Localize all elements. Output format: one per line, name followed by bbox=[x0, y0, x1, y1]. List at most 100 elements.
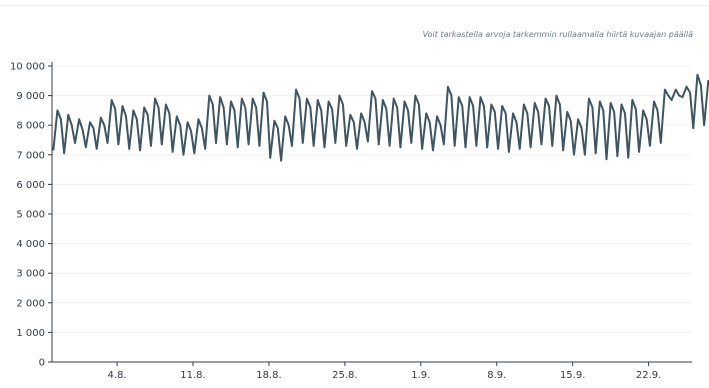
data-point bbox=[176, 115, 178, 117]
data-point bbox=[649, 145, 651, 147]
data-point bbox=[312, 145, 314, 147]
data-point bbox=[483, 105, 485, 107]
data-point bbox=[468, 96, 470, 98]
data-point bbox=[284, 115, 286, 117]
data-point bbox=[667, 94, 669, 96]
data-point bbox=[461, 105, 463, 107]
data-point bbox=[436, 115, 438, 117]
data-point bbox=[360, 112, 362, 114]
data-point bbox=[212, 103, 214, 105]
y-tick-label: 0 bbox=[39, 358, 45, 369]
data-point bbox=[136, 118, 138, 120]
data-point bbox=[241, 97, 243, 99]
data-point bbox=[664, 88, 666, 90]
y-tick-label: 2 000 bbox=[16, 298, 45, 309]
data-point bbox=[56, 109, 58, 111]
data-point bbox=[247, 143, 249, 145]
data-point bbox=[653, 100, 655, 102]
y-tick-label: 3 000 bbox=[16, 269, 45, 280]
data-point bbox=[678, 94, 680, 96]
x-tick-label: 11.8. bbox=[180, 370, 205, 381]
data-point bbox=[342, 103, 344, 105]
y-tick-label: 7 000 bbox=[16, 150, 45, 161]
data-point bbox=[262, 91, 264, 93]
data-point bbox=[443, 143, 445, 145]
data-point bbox=[186, 121, 188, 123]
data-point bbox=[512, 112, 514, 114]
data-point bbox=[78, 118, 80, 120]
data-point bbox=[331, 108, 333, 110]
data-point bbox=[689, 91, 691, 93]
top-divider bbox=[0, 0, 709, 6]
data-point bbox=[450, 94, 452, 96]
data-point bbox=[382, 99, 384, 101]
x-tick-label: 18.8. bbox=[256, 370, 281, 381]
data-point bbox=[334, 142, 336, 144]
data-point bbox=[171, 151, 173, 153]
data-point bbox=[627, 157, 629, 159]
data-point bbox=[60, 118, 62, 120]
series-line bbox=[52, 73, 709, 162]
x-tick-label: 22.9. bbox=[636, 370, 661, 381]
data-point bbox=[537, 111, 539, 113]
data-point bbox=[638, 151, 640, 153]
x-tick-label: 8.9. bbox=[487, 370, 506, 381]
data-point bbox=[599, 100, 601, 102]
data-point bbox=[458, 96, 460, 98]
data-point bbox=[475, 145, 477, 147]
data-point bbox=[139, 149, 141, 151]
data-point bbox=[519, 148, 521, 150]
data-point bbox=[208, 94, 210, 96]
data-point bbox=[306, 97, 308, 99]
data-point bbox=[588, 97, 590, 99]
data-point bbox=[302, 142, 304, 144]
data-point bbox=[486, 146, 488, 148]
data-point bbox=[204, 148, 206, 150]
x-tick-label: 15.9. bbox=[560, 370, 585, 381]
data-point bbox=[494, 111, 496, 113]
data-point bbox=[226, 143, 228, 145]
y-axis: 0 1 000 2 000 3 000 4 000 5 000 6 000 7 000 8 00… bbox=[10, 62, 53, 369]
data-point bbox=[182, 154, 184, 156]
y-tick-label: 8 000 bbox=[16, 121, 45, 132]
data-point bbox=[670, 99, 672, 101]
data-point bbox=[190, 130, 192, 132]
data-point bbox=[295, 88, 297, 90]
data-point bbox=[544, 97, 546, 99]
data-point bbox=[660, 142, 662, 144]
data-point bbox=[570, 120, 572, 122]
data-point bbox=[100, 117, 102, 119]
data-point bbox=[534, 102, 536, 104]
data-point bbox=[559, 103, 561, 105]
data-point bbox=[464, 146, 466, 148]
data-point bbox=[696, 74, 698, 76]
data-point bbox=[414, 94, 416, 96]
data-point bbox=[385, 108, 387, 110]
data-point bbox=[146, 114, 148, 116]
data-point bbox=[92, 127, 94, 129]
data-point bbox=[378, 143, 380, 145]
data-point bbox=[179, 124, 181, 126]
data-point bbox=[410, 142, 412, 144]
data-point bbox=[566, 111, 568, 113]
data-point bbox=[85, 146, 87, 148]
data-point bbox=[490, 103, 492, 105]
data-point bbox=[367, 140, 369, 142]
data-point bbox=[635, 108, 637, 110]
data-point bbox=[266, 100, 268, 102]
data-point bbox=[620, 103, 622, 105]
data-point bbox=[624, 112, 626, 114]
data-point bbox=[291, 145, 293, 147]
data-point bbox=[447, 86, 449, 88]
x-axis: 4.8. 11.8. 18.8. 25.8. 1.9. 8.9. 15.9. 22.9. bbox=[52, 361, 692, 381]
data-point bbox=[309, 106, 311, 108]
data-point bbox=[508, 151, 510, 153]
data-point bbox=[106, 142, 108, 144]
data-point bbox=[501, 105, 503, 107]
data-point bbox=[591, 106, 593, 108]
data-point bbox=[323, 146, 325, 148]
data-point bbox=[219, 96, 221, 98]
chart-series bbox=[52, 73, 709, 162]
data-point bbox=[125, 115, 127, 117]
